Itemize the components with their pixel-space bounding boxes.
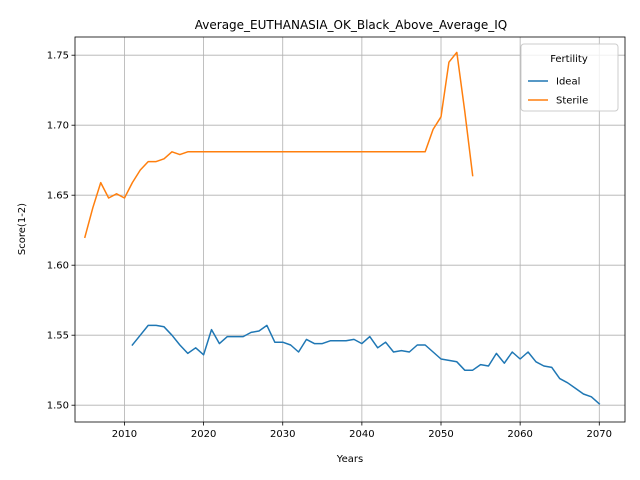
x-tick-label: 2070: [587, 429, 612, 440]
series-line-ideal: [131, 324, 601, 405]
y-tick-label: 1.50: [47, 401, 69, 412]
series-lines: [83, 51, 601, 405]
y-axis-ticks: 1.50 1.55 1.60 1.65 1.70 1.75: [47, 51, 75, 412]
legend-label-ideal: Ideal: [556, 77, 580, 88]
x-tick-label: 2050: [428, 429, 453, 440]
y-axis-label: Score(1-2): [17, 203, 28, 255]
legend: Fertility Ideal Sterile: [520, 43, 619, 112]
y-tick-label: 1.55: [47, 331, 69, 342]
chart-title: Average_EUTHANASIA_OK_Black_Above_Averag…: [195, 18, 507, 32]
x-axis-label: Years: [336, 454, 363, 465]
x-tick-label: 2020: [191, 429, 216, 440]
legend-entries: Ideal Sterile: [528, 77, 588, 107]
plot-area: 2010 2020 2030 2040 2050 2060 2070 1.50 1.55 1.6…: [47, 36, 626, 440]
series-line-sterile: [83, 51, 474, 239]
y-tick-label: 1.60: [47, 261, 69, 272]
legend-label-sterile: Sterile: [556, 96, 588, 107]
y-tick-label: 1.65: [47, 191, 69, 202]
legend-box: [520, 43, 619, 112]
legend-title: Fertility: [550, 54, 588, 65]
x-tick-label: 2040: [349, 429, 374, 440]
y-tick-label: 1.75: [47, 51, 69, 62]
grid: [75, 37, 625, 422]
y-tick-label: 1.70: [47, 121, 69, 132]
x-tick-label: 2030: [270, 429, 295, 440]
x-tick-label: 2010: [112, 429, 137, 440]
x-axis-ticks: 2010 2020 2030 2040 2050 2060 2070: [112, 422, 612, 440]
axes-frame: [74, 36, 626, 423]
x-tick-label: 2060: [507, 429, 532, 440]
